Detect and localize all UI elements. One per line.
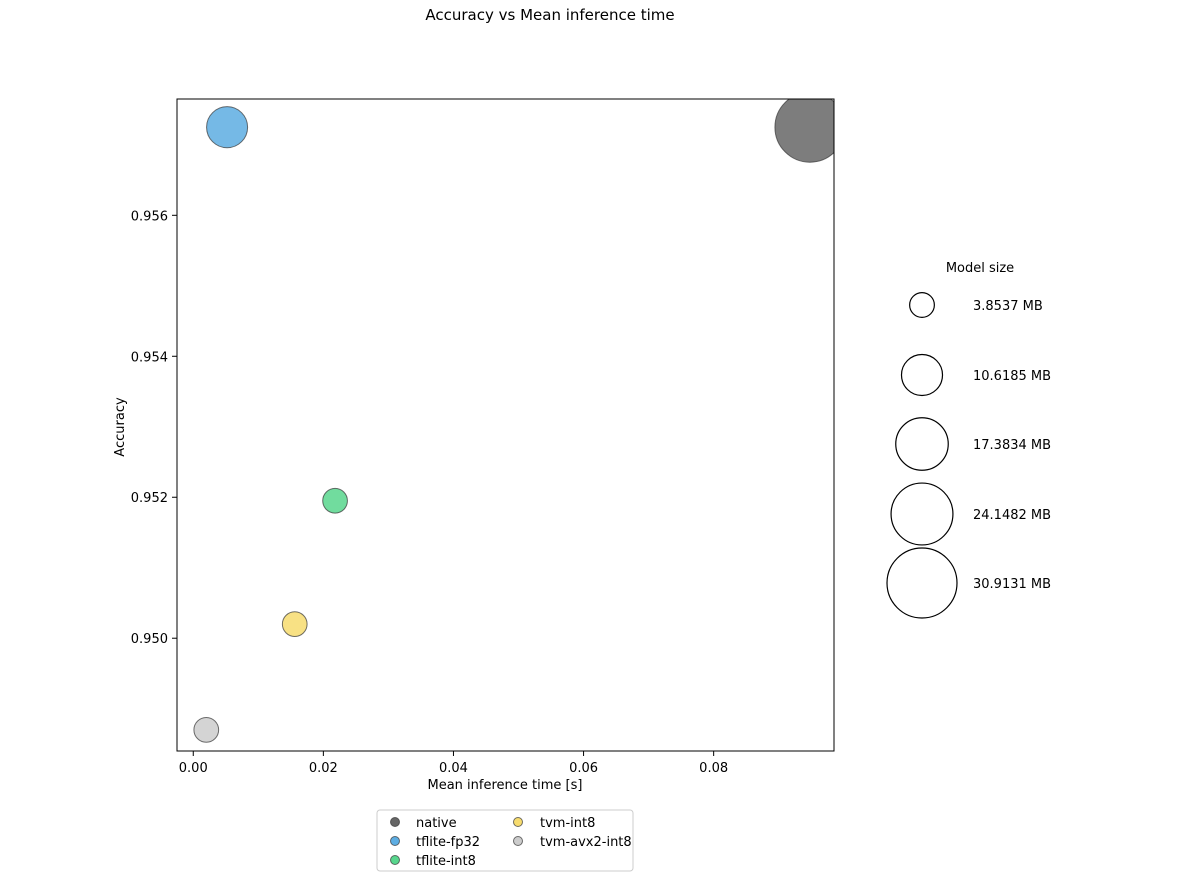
x-tick-label: 0.04 [439,761,468,776]
plot-frame [176,98,835,752]
y-tick-label: 0.950 [131,632,168,647]
size-legend-label: 3.8537 MB [973,299,1043,314]
x-tick-label: 0.02 [309,761,338,776]
size-legend-marker [895,417,949,471]
point-tvm-int8 [281,611,308,637]
size-legend-title: Model size [946,261,1014,276]
legend-label-tflite-fp32: tflite-fp32 [416,835,480,850]
x-tick-label: 0.08 [699,761,728,776]
legend-label-native: native [416,816,457,831]
size-legend-marker [890,482,954,546]
legend-marker-tvm-avx2-int8 [513,836,523,846]
legend-marker-tvm-int8 [513,817,523,827]
y-tick-label: 0.954 [131,350,168,365]
size-legend-label: 24.1482 MB [973,508,1051,523]
x-axis-label: Mean inference time [s] [428,778,583,793]
size-legend-label: 17.3834 MB [973,438,1051,453]
x-axis: 0.00 0.02 0.04 0.06 0.08 [179,751,728,776]
legend-marker-native [390,817,400,827]
plot-area [176,98,835,752]
y-axis-label: Accuracy [113,397,128,457]
legend-marker-tflite-fp32 [390,836,400,846]
legend-marker-tflite-int8 [390,855,400,865]
size-legend: Model size 3.8537 MB 10.6185 MB 17.3834 MB… [886,261,1051,619]
series-legend: native tflite-fp32 tflite-int8 tvm-int8 tvm-… [376,809,634,872]
point-tflite-int8 [322,487,348,514]
legend-label-tvm-avx2-int8: tvm-avx2-int8 [540,835,632,850]
y-tick-label: 0.956 [131,209,168,224]
legend-label-tflite-int8: tflite-int8 [416,854,476,869]
points-layer [193,99,834,743]
size-legend-marker [886,547,958,619]
point-tflite-fp32 [206,106,249,149]
x-tick-label: 0.06 [569,761,598,776]
size-legend-label: 10.6185 MB [973,369,1051,384]
point-native [774,99,834,163]
legend-frame [376,809,634,872]
point-tvm-avx2-int8 [193,716,220,743]
x-tick-label: 0.00 [179,761,208,776]
y-tick-label: 0.952 [131,491,168,506]
size-legend-marker [900,353,944,397]
chart-title: Accuracy vs Mean inference time [425,6,674,24]
size-legend-marker [909,292,935,318]
size-legend-label: 30.9131 MB [973,577,1051,592]
y-axis: 0.950 0.952 0.954 0.956 [131,209,177,647]
legend-label-tvm-int8: tvm-int8 [540,816,595,831]
